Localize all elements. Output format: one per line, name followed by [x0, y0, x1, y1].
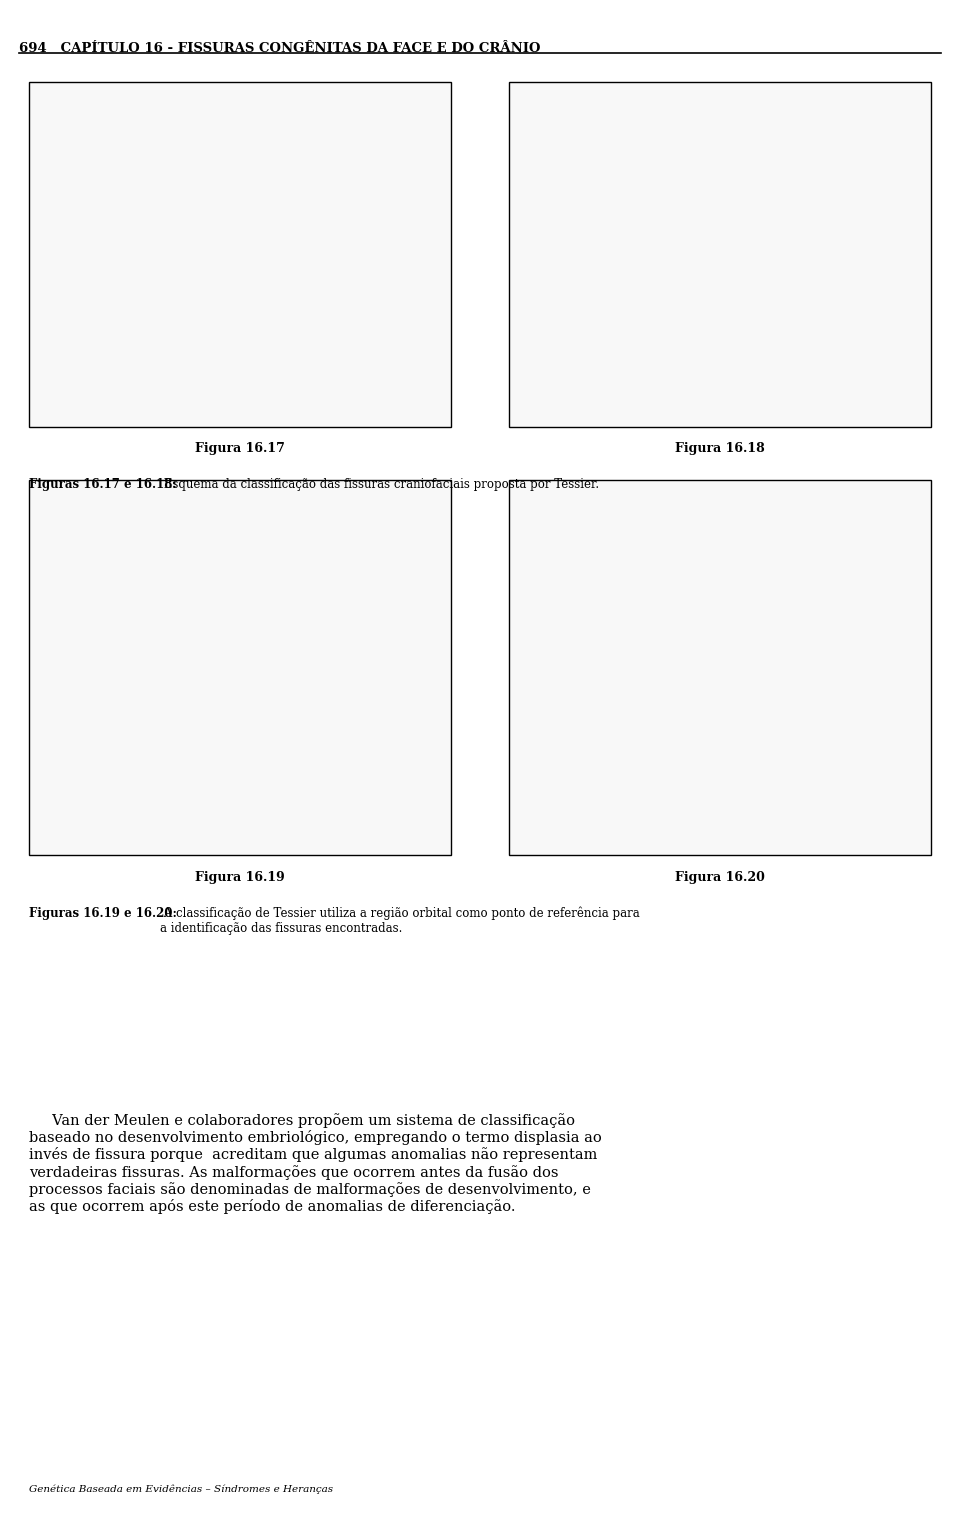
Text: Figuras 16.19 e 16.20:: Figuras 16.19 e 16.20:: [29, 907, 177, 921]
Text: Figura 16.17: Figura 16.17: [195, 442, 285, 456]
Text: A classificação de Tessier utiliza a região orbital como ponto de referência par: A classificação de Tessier utiliza a reg…: [160, 907, 640, 936]
FancyBboxPatch shape: [509, 480, 931, 855]
Text: Esquema da classificação das fissuras craniofaciais proposta por Tessier.: Esquema da classificação das fissuras cr…: [160, 478, 599, 492]
Text: 694   CAPÍTULO 16 - FISSURAS CONGÊNITAS DA FACE E DO CRÂNIO: 694 CAPÍTULO 16 - FISSURAS CONGÊNITAS DA…: [19, 42, 540, 56]
Text: Figura 16.19: Figura 16.19: [195, 871, 285, 884]
Text: Van der Meulen e colaboradores propõem um sistema de classificação
baseado no de: Van der Meulen e colaboradores propõem u…: [29, 1113, 602, 1214]
FancyBboxPatch shape: [29, 480, 451, 855]
FancyBboxPatch shape: [29, 82, 451, 427]
Text: Figura 16.18: Figura 16.18: [675, 442, 765, 456]
Text: Figura 16.20: Figura 16.20: [675, 871, 765, 884]
Text: Genética Baseada em Evidências – Síndromes e Heranças: Genética Baseada em Evidências – Síndrom…: [29, 1485, 333, 1494]
FancyBboxPatch shape: [509, 82, 931, 427]
Text: Figuras 16.17 e 16.18:: Figuras 16.17 e 16.18:: [29, 478, 177, 492]
